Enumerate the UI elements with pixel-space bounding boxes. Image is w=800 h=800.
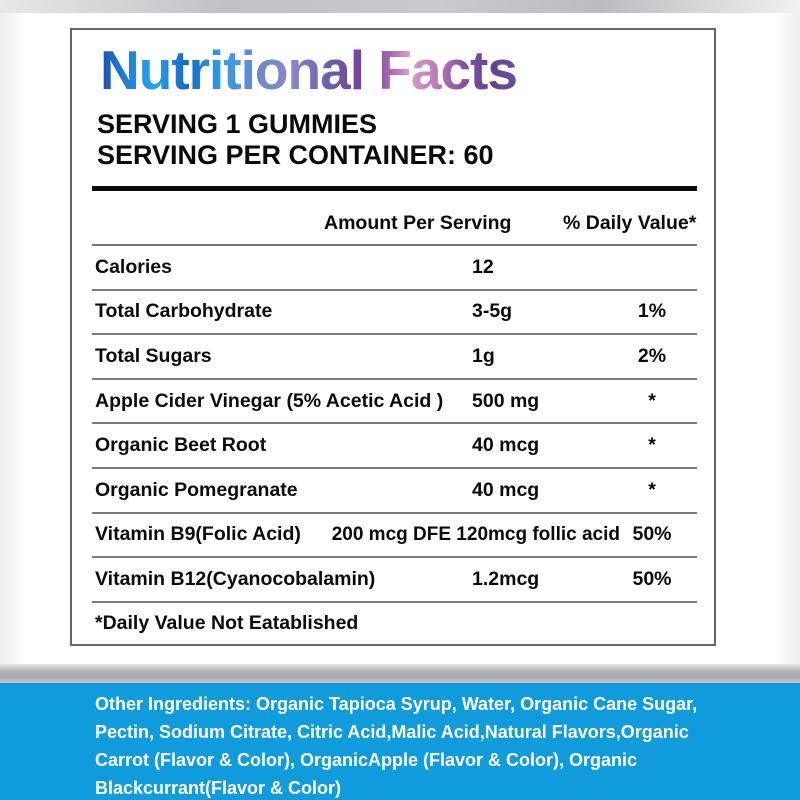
table-row: Total Sugars 1g 2% [92, 335, 697, 380]
row-name: Apple Cider Vinegar (5% Acetic Acid ) [95, 389, 444, 412]
table-row: Total Carbohydrate 3-5g 1% [92, 291, 697, 336]
row-name: Vitamin B9(Folic Acid) [95, 523, 301, 546]
other-ingredients-text: Other Ingredients: Organic Tapioca Syrup… [95, 694, 698, 798]
table-row: Calories 12 [92, 246, 697, 291]
row-name: Total Sugars [95, 344, 212, 367]
row-daily-value: * [648, 478, 656, 501]
row-amount: 200 mcg DFE 120mcg follic acid [331, 523, 620, 545]
nutrient-table: Calories 12 Total Carbohydrate 3-5g 1% T… [92, 246, 697, 603]
row-daily-value: * [648, 434, 656, 457]
servings-per-container-line: SERVING PER CONTAINER: 60 [97, 140, 494, 170]
header-divider-bar [92, 186, 697, 191]
column-header-amount: Amount Per Serving [324, 212, 512, 234]
row-daily-value: 50% [632, 567, 672, 590]
table-row: Vitamin B12(Cyanocobalamin) 1.2mcg 50% [92, 558, 697, 603]
row-daily-value: 1% [637, 300, 667, 323]
row-amount: 40 mcg [472, 478, 540, 501]
row-name: Vitamin B12(Cyanocobalamin) [95, 567, 376, 590]
band-shadow-strip [0, 664, 800, 683]
table-row: Apple Cider Vinegar (5% Acetic Acid ) 50… [92, 380, 697, 425]
serving-size-line: SERVING 1 GUMMIES [97, 109, 378, 139]
row-amount: 40 mcg [472, 434, 540, 457]
row-name: Organic Pomegranate [95, 478, 298, 501]
ingredients-band: Other Ingredients: Organic Tapioca Syrup… [0, 683, 800, 800]
row-amount: 1g [472, 344, 495, 367]
row-amount: 500 mg [472, 389, 540, 412]
daily-value-footnote: *Daily Value Not Eatablished [92, 603, 697, 644]
table-header: Amount Per Serving % Daily Value* [92, 191, 697, 246]
table-row: Organic Pomegranate 40 mcg * [92, 469, 697, 514]
nutrition-facts-panel: Nutritional Facts SERVING 1 GUMMIES SERV… [70, 28, 716, 646]
row-name: Total Carbohydrate [95, 300, 273, 323]
row-amount: 3-5g [472, 300, 513, 323]
row-name: Calories [95, 255, 172, 278]
table-row: Vitamin B9(Folic Acid) 200 mcg DFE 120mc… [92, 514, 697, 559]
row-daily-value: 50% [632, 523, 672, 546]
footnote-text: *Daily Value Not Eatablished [95, 612, 359, 634]
row-amount: 1.2mcg [472, 567, 540, 590]
serving-info: SERVING 1 GUMMIES SERVING PER CONTAINER:… [97, 109, 494, 171]
row-amount: 12 [472, 255, 494, 278]
column-header-daily-value: % Daily Value* [563, 212, 697, 234]
nutrition-title: Nutritional Facts [100, 39, 518, 101]
row-name: Organic Beet Root [95, 434, 267, 457]
row-daily-value: * [648, 389, 656, 412]
row-daily-value: 2% [637, 344, 667, 367]
table-row: Organic Beet Root 40 mcg * [92, 424, 697, 469]
top-shadow-strip [0, 0, 800, 13]
